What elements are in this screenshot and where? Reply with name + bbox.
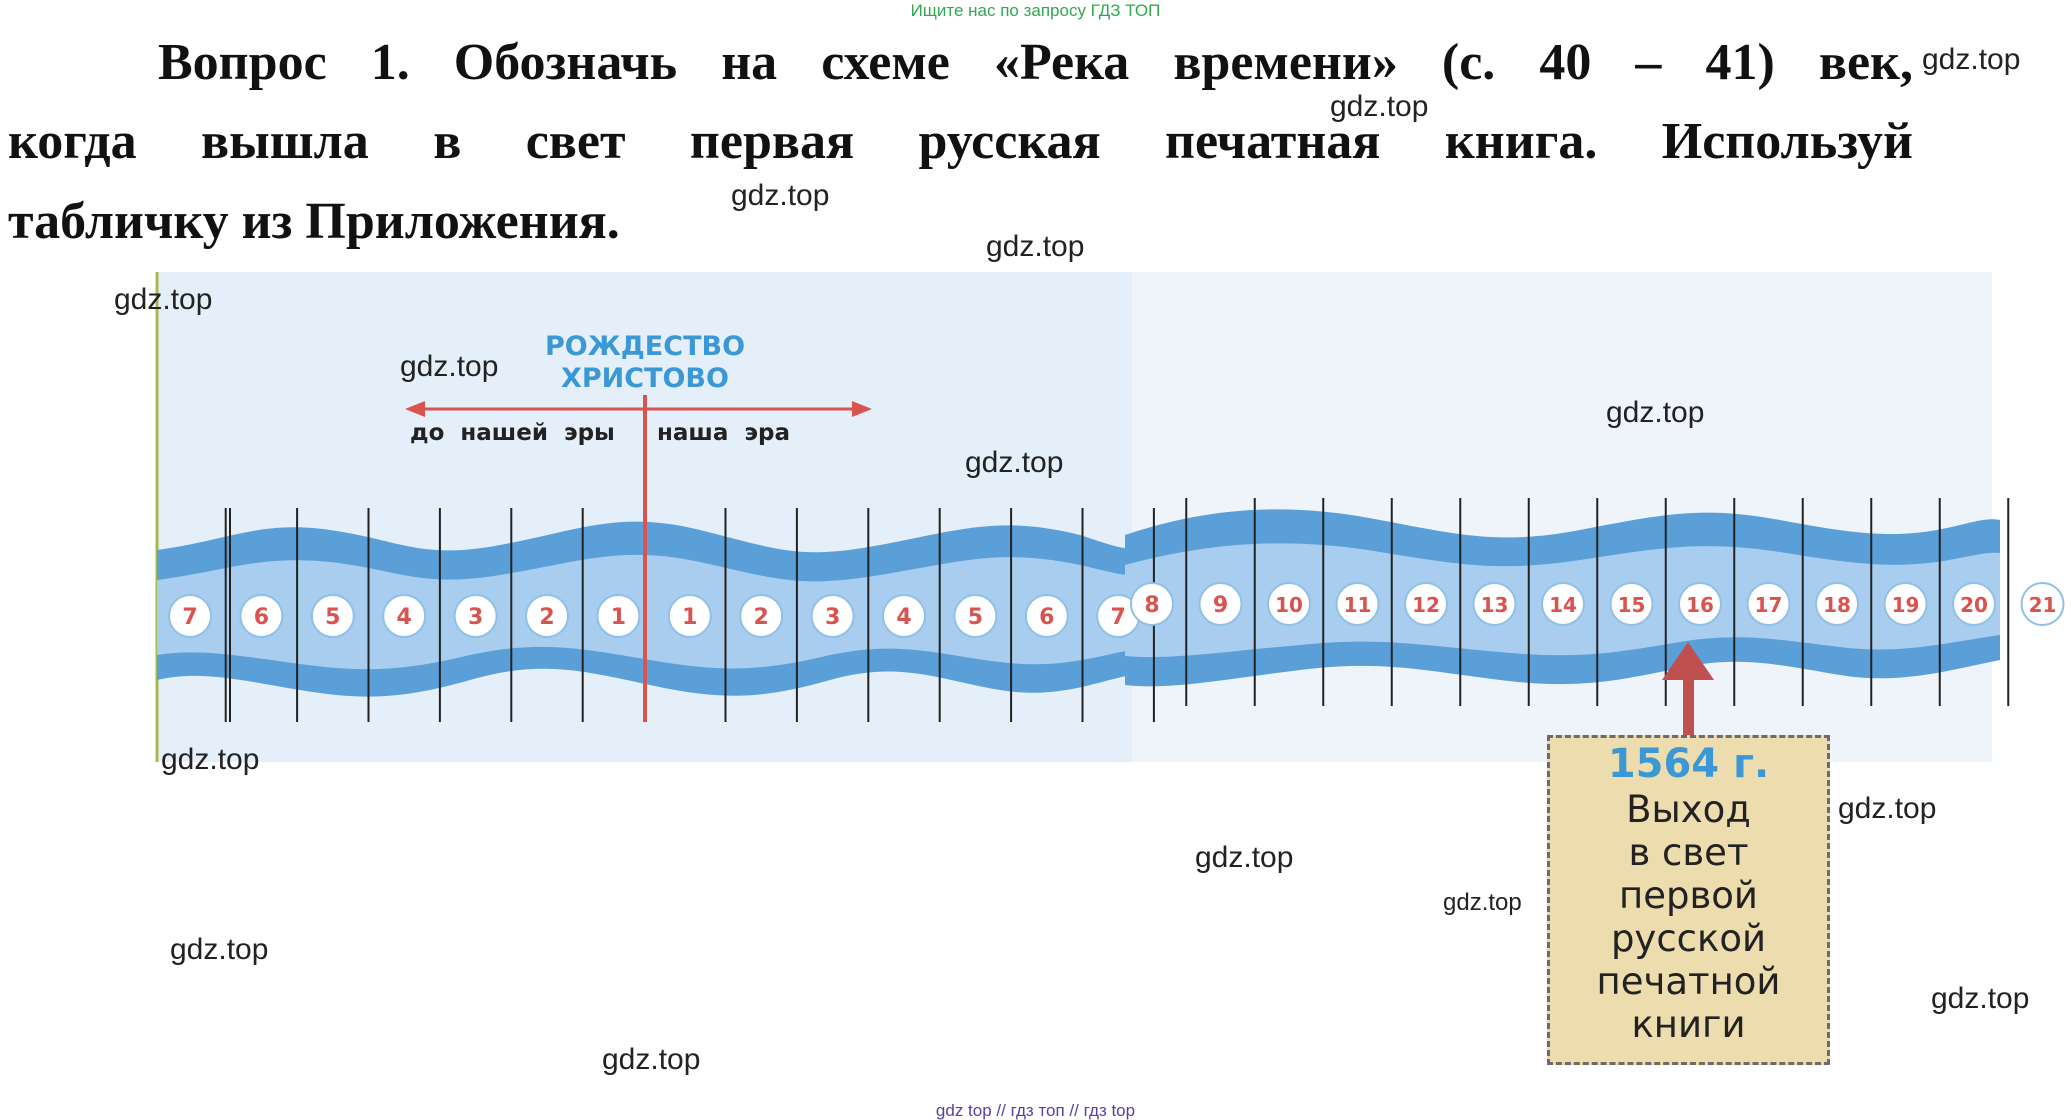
century-marker-circle (1609, 582, 1654, 626)
century-label-bc: 4 (397, 605, 412, 630)
century-label-ad: 13 (1481, 593, 1509, 617)
watermark: gdz.top (400, 350, 499, 383)
era-arrow-left-head (405, 401, 425, 417)
century-label-ad: 11 (1344, 593, 1372, 617)
question-line-1: Вопрос 1. Обозначь на схеме «Река времен… (158, 34, 1913, 91)
century-label-ad: 7 (1111, 605, 1126, 630)
century-marker-circle (1404, 582, 1448, 626)
watermark: gdz.top (170, 933, 269, 966)
century-marker-circle (953, 594, 998, 638)
century-ticks (224, 498, 2010, 722)
century-marker-circle (2020, 582, 2065, 626)
highlight-arrow-shaft (1683, 668, 1694, 738)
book-card-line: русской (1610, 917, 1767, 960)
birth-label-line1: РОЖДЕСТВО (545, 331, 745, 362)
century-marker-circle (1472, 582, 1517, 626)
century-marker-circle (810, 594, 855, 638)
watermark: gdz.top (1443, 889, 1522, 916)
footer-note: gdz top // гдз топ // гдз top (935, 1101, 1136, 1120)
century-marker-circle (453, 594, 498, 638)
book-card-year: 1564 г. (1607, 741, 1770, 787)
century-marker-circle (1746, 582, 1791, 626)
century-markers: 7 6 5 4 3 2 1 1 2 3 4 5 6 7 8 9 10 11 12 13 14 15 16 17 18 19 20 21 (168, 582, 2065, 638)
watermark: gdz.top (965, 446, 1064, 479)
century-label-ad: 12 (1412, 593, 1440, 617)
watermark: gdz.top (1606, 396, 1705, 429)
watermark: gdz.top (114, 283, 213, 316)
century-label-ad: 6 (1039, 605, 1054, 630)
century-marker-circle (1198, 582, 1243, 626)
century-marker-circle (310, 594, 355, 638)
watermark: gdz.top (1922, 43, 2021, 76)
watermark: gdz.top (1195, 841, 1294, 874)
century-marker-circle (1130, 582, 1174, 626)
watermark: gdz.top (1931, 982, 2030, 1015)
birth-label-line2: ХРИСТОВО (561, 363, 729, 394)
watermark: gdz.top (161, 743, 260, 776)
century-marker-circle (1267, 582, 1311, 626)
century-label-ad: 19 (1892, 593, 1920, 617)
century-label-bc: 5 (325, 605, 340, 630)
book-card: 1564 г. Выход в свет первой русской печа… (1547, 735, 1830, 1065)
bc-label: до нашей эры (410, 420, 615, 446)
century-label-ad: 2 (754, 605, 769, 630)
century-label-bc: 3 (468, 605, 483, 630)
ad-label: наша эра (657, 420, 790, 446)
century-marker-circle (168, 594, 212, 638)
century-label-bc: 7 (182, 605, 197, 630)
watermark: gdz.top (986, 230, 1085, 263)
book-card-line: первой (1619, 874, 1758, 917)
century-label-ad: 14 (1549, 593, 1577, 617)
watermark: gdz.top (731, 179, 830, 212)
century-label-bc: 6 (254, 605, 269, 630)
question-line-3: табличку из Приложения. (8, 193, 620, 250)
century-label-ad: 15 (1618, 593, 1646, 617)
book-card-line: в свет (1628, 831, 1749, 874)
century-label-ad: 1 (682, 605, 697, 630)
question-line-2: когда вышла в свет первая русская печатн… (8, 113, 1913, 170)
era-arrow-right-head (852, 401, 872, 417)
century-marker-circle (1678, 582, 1722, 626)
century-marker-circle (1024, 594, 1069, 638)
century-label-ad: 3 (825, 605, 840, 630)
century-label-ad: 10 (1275, 593, 1303, 617)
century-marker-circle (1541, 582, 1585, 626)
century-marker-circle (525, 594, 569, 638)
book-card-line: Выход (1626, 788, 1751, 831)
century-marker-circle (667, 594, 712, 638)
century-marker-circle (882, 594, 926, 638)
century-label-ad: 17 (1755, 593, 1783, 617)
century-label-ad: 9 (1213, 593, 1228, 618)
highlight-arrow-head (1662, 642, 1714, 680)
century-marker-circle (1952, 582, 1996, 626)
century-label-ad: 5 (968, 605, 983, 630)
century-label-ad: 8 (1144, 593, 1159, 618)
book-card-line: печатной (1596, 960, 1781, 1003)
century-marker-circle (1335, 582, 1380, 626)
book-card-line: книги (1631, 1003, 1746, 1046)
century-marker-circle (739, 594, 784, 638)
century-marker-circle (382, 594, 427, 638)
century-label-bc: 1 (611, 605, 626, 630)
century-marker-circle (596, 594, 641, 638)
watermark: gdz.top (1838, 792, 1937, 825)
watermark: gdz.top (602, 1043, 701, 1076)
century-label-ad: 21 (2029, 593, 2057, 617)
century-label-ad: 20 (1960, 593, 1988, 617)
century-label-ad: 16 (1686, 593, 1714, 617)
century-label-bc: 2 (539, 605, 554, 630)
header-note: Ищите нас по запросу ГДЗ ТОП (910, 1, 1161, 20)
century-marker-circle (1815, 582, 1859, 626)
century-label-ad: 4 (896, 605, 911, 630)
century-marker-circle (1883, 582, 1928, 626)
watermark: gdz.top (1330, 90, 1429, 123)
century-label-ad: 18 (1823, 593, 1851, 617)
century-marker-circle (239, 594, 284, 638)
